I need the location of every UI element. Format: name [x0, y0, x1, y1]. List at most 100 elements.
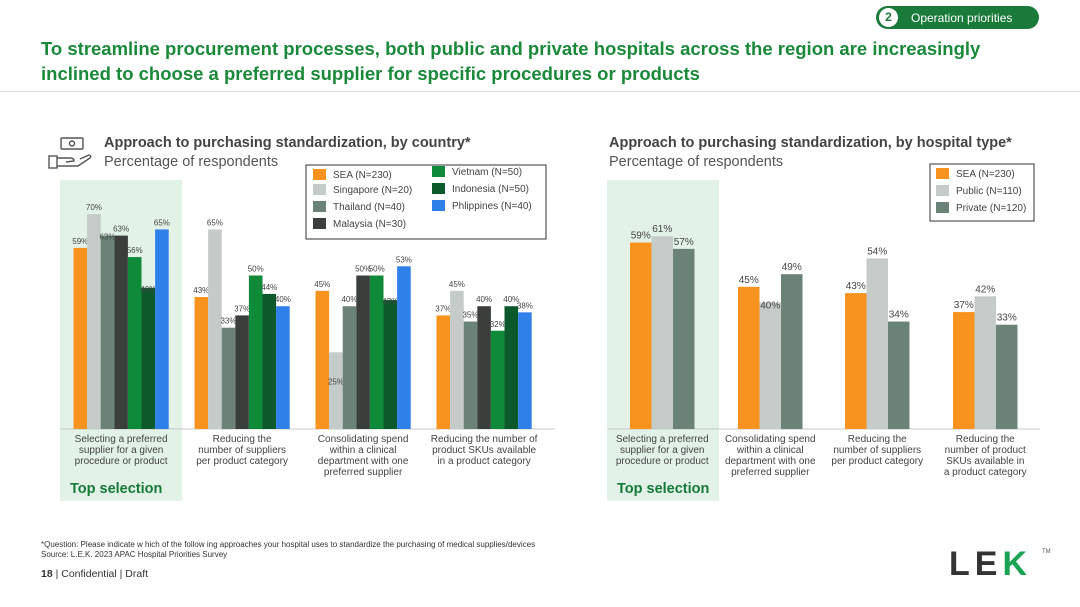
data-label: 59%	[72, 237, 88, 246]
category-label: department with one	[318, 456, 409, 467]
category-label: Selecting a preferred	[75, 434, 168, 445]
data-label: 45%	[449, 280, 465, 289]
data-label: 37%	[234, 304, 250, 313]
category-label: Reducing the	[848, 434, 907, 445]
data-label: 53%	[396, 255, 412, 264]
data-label: 45%	[314, 280, 330, 289]
legend-box	[305, 164, 547, 240]
data-label: 50%	[369, 265, 385, 274]
data-label: 70%	[86, 203, 102, 212]
page-footer: 18 | Confidential | Draft	[41, 568, 148, 580]
data-label: 61%	[652, 224, 672, 235]
legend-label: Private (N=120)	[956, 203, 1026, 214]
data-label: 32%	[490, 320, 506, 329]
bar	[397, 266, 411, 429]
data-label: 44%	[261, 283, 277, 292]
legend-swatch	[936, 202, 949, 213]
data-label: 43%	[846, 281, 866, 292]
category-label: Reducing the number of	[431, 434, 538, 445]
bar	[276, 306, 290, 429]
bar	[759, 302, 781, 429]
footnote-question: *Question: Please indicate w hich of the…	[41, 540, 536, 549]
category-label: procedure or product	[75, 456, 168, 467]
legend-swatch	[432, 200, 445, 211]
logo-text-b: K	[1002, 545, 1033, 583]
data-label: 38%	[517, 301, 533, 310]
bar	[518, 312, 532, 429]
category-label: number of suppliers	[833, 445, 921, 456]
bar	[504, 306, 519, 429]
legend-label: SEA (N=230)	[956, 169, 1015, 180]
bar	[450, 290, 464, 429]
top-selection-label: Top selection	[70, 481, 162, 497]
bar	[974, 296, 996, 429]
section-label: Operation priorities	[911, 11, 1013, 25]
data-label: 40%	[476, 295, 492, 304]
data-label: 40%	[341, 295, 357, 304]
bar	[315, 290, 330, 429]
category-label: within a clinical	[329, 445, 397, 456]
legend-swatch	[313, 169, 326, 180]
bar	[781, 274, 803, 429]
page-number: 18	[41, 568, 53, 580]
legend-swatch	[313, 218, 326, 229]
category-label: product SKUs available	[432, 445, 536, 456]
bar	[248, 275, 263, 429]
category-label: supplier for a given	[79, 445, 164, 456]
bar	[235, 315, 249, 429]
bar	[141, 287, 156, 429]
chart-subtitle: Percentage of respondents	[609, 154, 783, 170]
bar	[114, 235, 128, 429]
bar	[356, 275, 370, 429]
data-label: 63%	[99, 233, 115, 242]
bar	[490, 330, 505, 429]
bar	[888, 321, 910, 429]
legend-label: Phlippines (N=40)	[452, 201, 532, 212]
data-label: 40%	[760, 301, 780, 312]
bar	[208, 229, 222, 429]
legend-label: SEA (N=230)	[333, 170, 392, 181]
data-label: 37%	[954, 300, 974, 311]
category-label: per product category	[831, 456, 923, 467]
chart-title: Approach to purchasing standardization, …	[104, 135, 471, 151]
header-divider	[0, 91, 1080, 92]
data-label: 50%	[248, 265, 264, 274]
bar	[738, 286, 760, 429]
bar	[100, 235, 115, 429]
footnote-source: Source: L.E.K. 2023 APAC Hospital Priori…	[41, 550, 228, 559]
category-label: in a product category	[437, 456, 530, 467]
bar	[866, 258, 888, 429]
legend-swatch	[936, 185, 949, 196]
data-label: 25%	[328, 377, 344, 386]
bar	[953, 312, 975, 429]
chart-subtitle: Percentage of respondents	[104, 154, 278, 170]
category-label: Reducing the	[956, 434, 1015, 445]
bar	[630, 242, 652, 429]
data-label: 43%	[193, 286, 209, 295]
legend-label: Public (N=110)	[956, 186, 1022, 197]
data-label: 45%	[739, 275, 759, 286]
bar	[329, 352, 343, 429]
legend-label: Vietnam (N=50)	[452, 167, 522, 178]
data-label: 42%	[382, 297, 398, 306]
category-label: Consolidating spend	[318, 434, 409, 445]
data-label: 65%	[207, 218, 223, 227]
bar	[73, 247, 88, 429]
legend-swatch	[432, 183, 445, 194]
data-label: 63%	[113, 225, 129, 234]
data-label: 56%	[127, 246, 143, 255]
bar	[221, 327, 236, 429]
category-label: per product category	[196, 456, 288, 467]
bar	[87, 214, 101, 429]
data-label: 46%	[140, 285, 156, 294]
bar	[342, 306, 357, 429]
data-label: 34%	[889, 310, 909, 321]
bar	[155, 229, 169, 429]
legend-label: Thailand (N=40)	[333, 202, 405, 213]
legend-label: Singapore (N=20)	[333, 185, 412, 196]
bar	[436, 315, 451, 429]
logo-text-a: LE	[949, 545, 1003, 583]
bar	[673, 248, 695, 429]
page-footer-text: | Confidential | Draft	[55, 568, 149, 580]
category-label: procedure or product	[616, 456, 709, 467]
